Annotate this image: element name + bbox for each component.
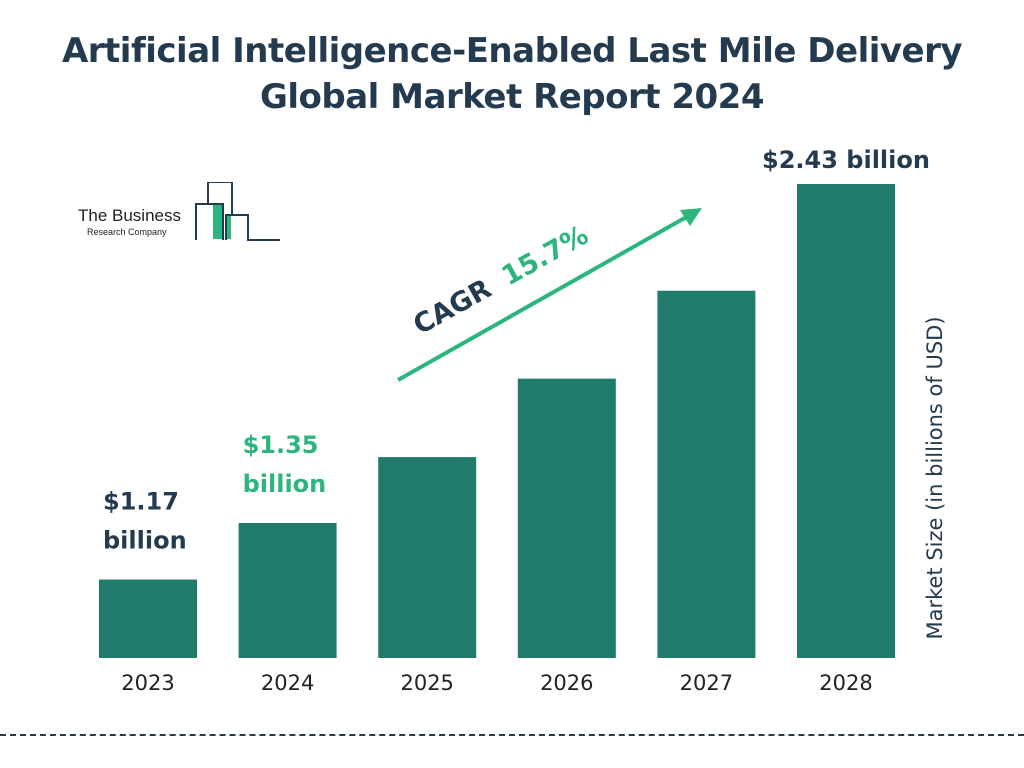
cagr-arrow-head-icon [680, 208, 702, 226]
y-axis-label: Market Size (in billions of USD) [923, 316, 947, 639]
cagr-value: 15.7% [497, 220, 594, 293]
bar-2026 [517, 378, 616, 658]
logo-text-line1: The Business [78, 206, 181, 225]
chart-title: Artificial Intelligence-Enabled Last Mil… [61, 31, 963, 117]
dashed-divider [0, 734, 1024, 736]
bar-chart: 2023 2024 2025 2026 2027 2028 $1.17 billion $1.… [99, 146, 947, 695]
bar-2025 [378, 457, 477, 658]
bar-2028 [797, 184, 895, 658]
data-label-2024: $1.35 [243, 431, 319, 459]
cagr-arrow-line [397, 213, 691, 382]
x-tick-label: 2027 [680, 671, 733, 695]
data-label-unit-2023: billion [103, 527, 187, 555]
data-label-unit-2024: billion [243, 470, 327, 498]
logo-buildings-icon [195, 182, 280, 241]
data-label-2028: $2.43 billion [762, 146, 930, 174]
x-tick-label: 2025 [400, 671, 453, 695]
x-tick-label: 2023 [121, 671, 174, 695]
data-label-2023: $1.17 [103, 488, 179, 516]
logo-text-line2: Research Company [87, 227, 167, 237]
bar-2023 [99, 579, 197, 658]
x-tick-label: 2028 [819, 671, 872, 695]
bar-2027 [657, 290, 756, 658]
cagr-annotation: CAGR 15.7% [397, 208, 702, 382]
x-tick-label: 2024 [261, 671, 314, 695]
bar-2024 [238, 523, 337, 658]
x-tick-label: 2026 [540, 671, 593, 695]
